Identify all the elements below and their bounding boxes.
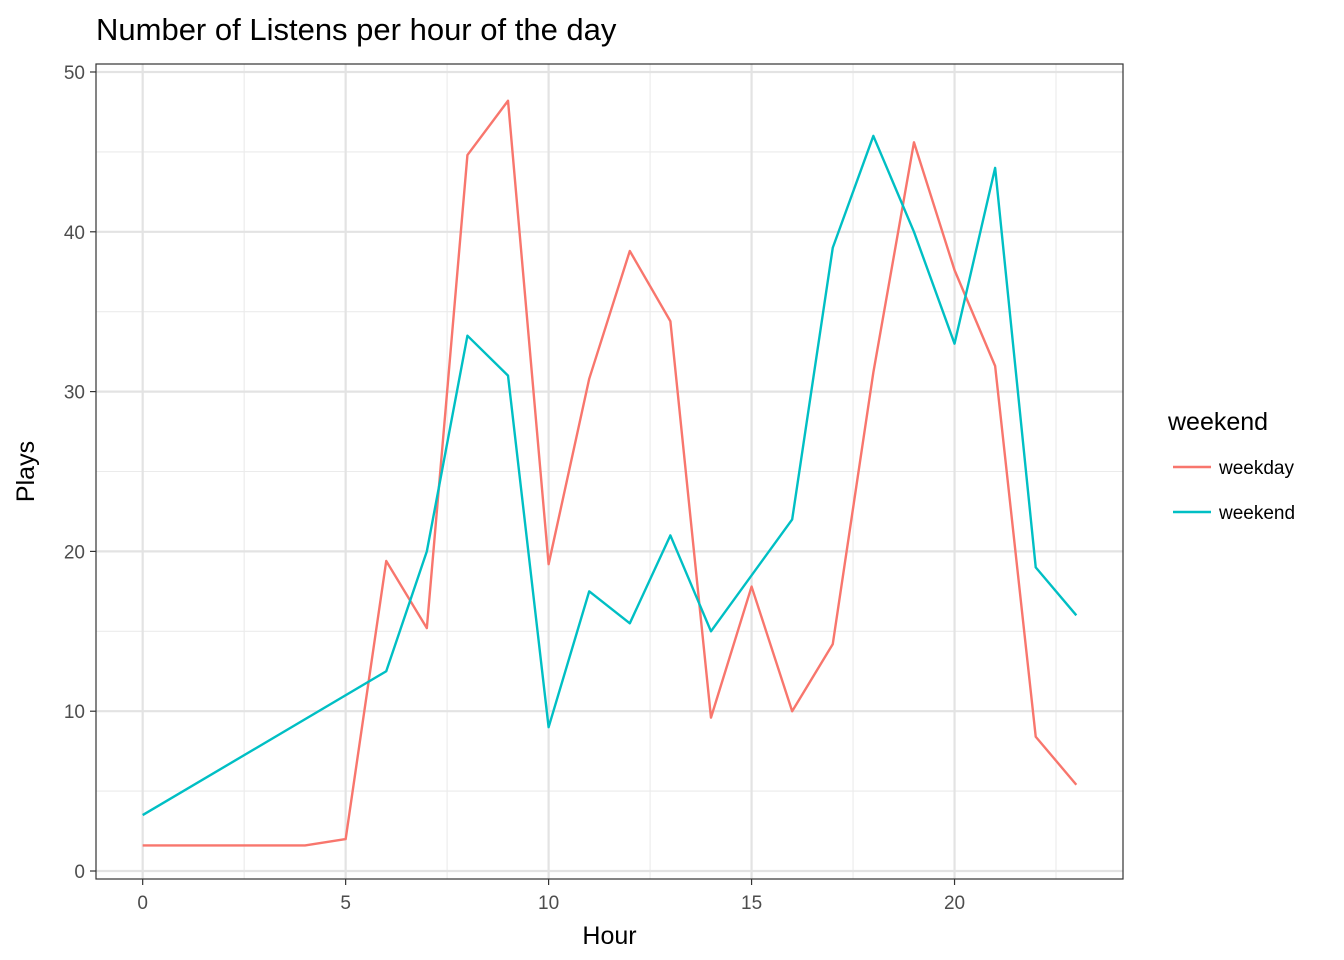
y-tick-label: 0 — [74, 862, 85, 883]
legend: weekend weekday weekend — [1167, 408, 1295, 524]
minor-gridlines — [96, 64, 1123, 879]
x-tick-label: 15 — [741, 893, 762, 914]
series-line-weekday — [142, 99, 1078, 847]
legend-label-weekend: weekend — [1218, 503, 1295, 524]
plot-panel-border — [95, 63, 1124, 880]
x-tick-label: 10 — [538, 893, 559, 914]
y-tick-label: 50 — [64, 63, 85, 84]
plot-area — [95, 63, 1124, 880]
y-axis: 0 10 20 30 40 50 — [64, 63, 96, 883]
y-tick-label: 10 — [64, 702, 85, 723]
x-axis-title: Hour — [582, 922, 636, 950]
series-lines — [142, 99, 1078, 847]
x-axis: 0 5 10 15 20 — [137, 879, 965, 914]
y-tick-label: 40 — [64, 223, 85, 244]
legend-item-weekend: weekend — [1173, 503, 1295, 524]
major-gridlines — [96, 64, 1123, 879]
legend-item-weekday: weekday — [1173, 458, 1294, 479]
x-tick-label: 0 — [137, 893, 148, 914]
x-tick-label: 5 — [340, 893, 351, 914]
legend-label-weekday: weekday — [1218, 458, 1294, 479]
legend-title: weekend — [1167, 408, 1268, 436]
chart-title: Number of Listens per hour of the day — [96, 12, 617, 47]
y-axis-title: Plays — [12, 441, 40, 502]
x-tick-label: 20 — [944, 893, 965, 914]
y-tick-label: 20 — [64, 542, 85, 563]
legend-items: weekday weekend — [1173, 458, 1295, 524]
y-tick-label: 30 — [64, 383, 85, 404]
series-line-weekend — [142, 134, 1078, 817]
